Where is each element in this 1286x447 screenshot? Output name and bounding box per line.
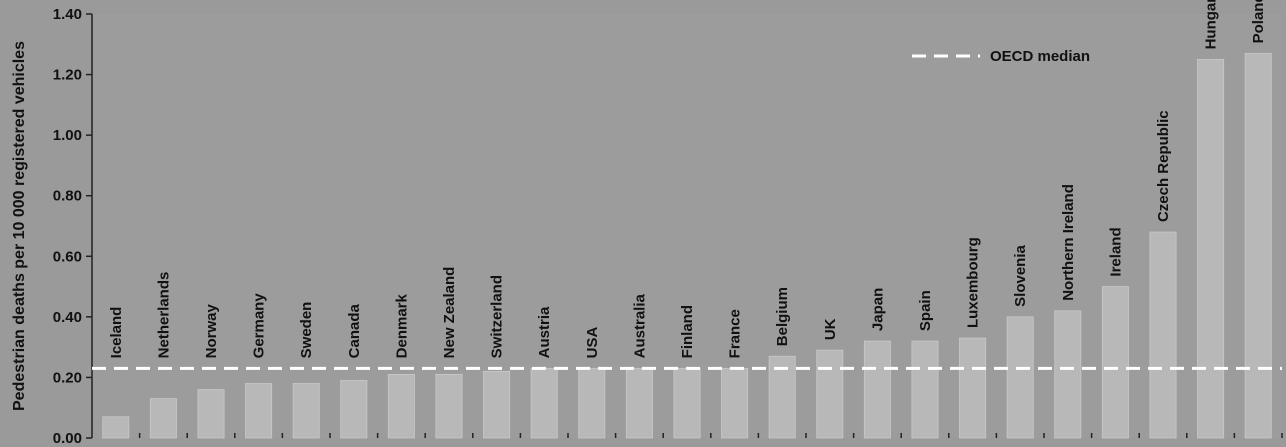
legend: OECD median bbox=[912, 48, 1090, 65]
bar bbox=[1244, 52, 1272, 439]
category-label: France bbox=[727, 309, 744, 358]
bar bbox=[1197, 59, 1225, 439]
y-tick-label: 0.60 bbox=[53, 248, 82, 265]
bar bbox=[816, 349, 844, 439]
category-label: Spain bbox=[917, 290, 934, 331]
category-label: Luxembourg bbox=[965, 237, 982, 328]
bar bbox=[1054, 310, 1082, 439]
category-label: Hungary bbox=[1203, 0, 1220, 49]
category-label: Belgium bbox=[774, 287, 791, 346]
x-axis-ticks bbox=[138, 433, 1283, 438]
bar bbox=[721, 367, 749, 439]
category-label: Australia bbox=[631, 293, 648, 358]
bar bbox=[959, 337, 987, 439]
category-label: New Zealand bbox=[441, 267, 458, 359]
category-label: Northern Ireland bbox=[1060, 184, 1077, 301]
y-tick-label: 1.40 bbox=[53, 6, 82, 23]
category-label: Slovenia bbox=[1012, 245, 1029, 307]
bars bbox=[102, 52, 1272, 439]
bar bbox=[435, 373, 463, 439]
y-tick-label: 0.20 bbox=[53, 369, 82, 386]
y-tick-label: 0.00 bbox=[53, 430, 82, 447]
category-label: Austria bbox=[536, 306, 553, 358]
bar bbox=[387, 373, 415, 439]
y-tick-label: 1.00 bbox=[53, 127, 82, 144]
category-label: Finland bbox=[679, 305, 696, 358]
bar bbox=[149, 398, 177, 439]
category-label: Canada bbox=[346, 304, 363, 359]
category-label: Sweden bbox=[298, 302, 315, 359]
category-label: Ireland bbox=[1107, 227, 1124, 276]
y-axis: 0.00 0.20 0.40 0.60 0.80 1.00 1.20 1.40 bbox=[53, 6, 93, 447]
category-label: Czech Republic bbox=[1155, 110, 1172, 222]
y-tick-label: 0.40 bbox=[53, 309, 82, 326]
bar bbox=[197, 389, 225, 439]
bar bbox=[768, 355, 796, 439]
category-label: Iceland bbox=[108, 307, 125, 359]
y-tick-label: 0.80 bbox=[53, 188, 82, 205]
category-label: Denmark bbox=[393, 293, 410, 358]
bar bbox=[1101, 286, 1129, 439]
category-label: UK bbox=[822, 318, 839, 340]
bar bbox=[578, 367, 606, 439]
bar bbox=[1006, 316, 1034, 439]
bar bbox=[530, 367, 558, 439]
bar bbox=[673, 367, 701, 439]
category-label: Switzerland bbox=[489, 275, 506, 358]
category-label: USA bbox=[584, 327, 601, 359]
bar bbox=[911, 340, 939, 439]
bar bbox=[340, 380, 368, 439]
category-label: Poland bbox=[1250, 0, 1267, 43]
y-tick-label: 1.20 bbox=[53, 67, 82, 84]
category-label: Norway bbox=[203, 304, 220, 359]
bar bbox=[483, 370, 511, 439]
category-label: Netherlands bbox=[155, 272, 172, 359]
bar bbox=[1149, 231, 1177, 439]
category-label: Japan bbox=[869, 288, 886, 331]
bar bbox=[245, 383, 273, 439]
bar bbox=[292, 383, 320, 439]
category-labels: Iceland Netherlands Norway Germany Sweden Can… bbox=[108, 0, 1267, 358]
category-label: Germany bbox=[251, 293, 268, 359]
bar bbox=[863, 340, 891, 439]
y-axis-label: Pedestrian deaths per 10 000 registered … bbox=[11, 41, 28, 411]
legend-label: OECD median bbox=[990, 48, 1090, 65]
bar bbox=[625, 367, 653, 439]
bar bbox=[102, 416, 130, 439]
